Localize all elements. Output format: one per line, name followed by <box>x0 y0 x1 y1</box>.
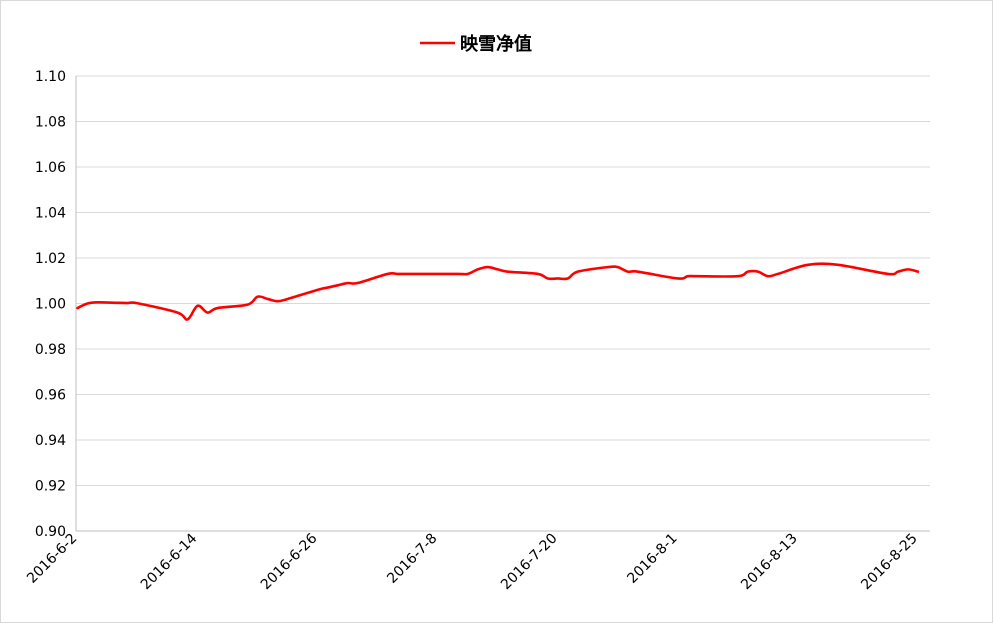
gridlines <box>76 75 930 486</box>
x-tick-label: 2016-7-20 <box>498 531 561 594</box>
x-tick-label: 2016-6-14 <box>138 530 201 593</box>
x-tick-label: 2016-8-13 <box>738 531 801 594</box>
series-line <box>76 262 920 321</box>
axes <box>75 76 930 532</box>
legend-label: 映雪净值 <box>460 33 532 55</box>
y-tick-label: 1.06 <box>35 160 66 176</box>
y-tick-label: 1.00 <box>35 297 66 313</box>
y-tick-label: 0.98 <box>35 342 66 358</box>
x-tick-label: 2016-7-8 <box>384 531 440 587</box>
y-tick-label: 1.10 <box>35 69 66 85</box>
x-tick-label: 2016-6-26 <box>258 530 321 593</box>
y-tick-label: 0.92 <box>35 479 66 495</box>
y-tick-label: 1.04 <box>35 206 66 222</box>
y-tick-label: 0.94 <box>35 433 66 449</box>
y-tick-label: 1.08 <box>35 115 66 131</box>
y-tick-label: 0.96 <box>35 388 66 404</box>
x-tick-label: 2016-8-1 <box>624 531 680 587</box>
legend[interactable]: 映雪净值 <box>420 33 532 55</box>
x-axis-ticks: 2016-6-2 2016-6-14 2016-6-26 2016-7-8 2016-7… <box>24 530 921 593</box>
y-tick-label: 0.90 <box>35 524 66 540</box>
y-tick-label: 1.02 <box>35 251 66 267</box>
x-tick-label: 2016-8-25 <box>858 531 921 594</box>
series-layer <box>76 262 920 321</box>
y-axis-ticks: 0.90 0.92 0.94 0.96 0.98 1.00 1.02 1.04 1.06 1.08… <box>35 69 66 540</box>
